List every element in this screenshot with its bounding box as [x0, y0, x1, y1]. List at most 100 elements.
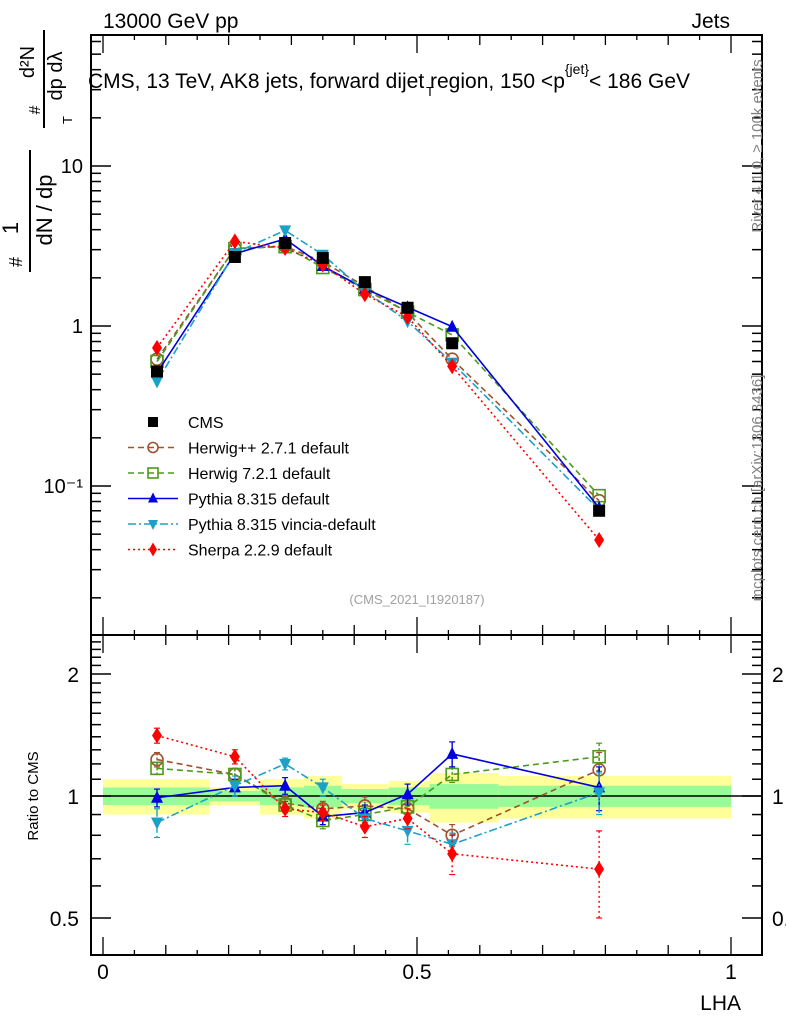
ratio-point — [402, 810, 413, 827]
ylabel-denominator-2: dp dλ — [45, 52, 67, 101]
data-point — [446, 337, 459, 350]
ratio-series — [150, 727, 606, 919]
title-subscript: T — [426, 84, 434, 99]
ratio-y-tick-label-right: 2 — [772, 664, 784, 687]
legend-marker — [148, 520, 158, 530]
legend-item: Pythia 8.315 vincia-default — [128, 517, 376, 534]
ylabel-numerator: 1 — [0, 222, 23, 234]
series-line — [156, 229, 600, 511]
ratio-y-tick-label: 0.5 — [50, 908, 79, 931]
ratio-series-line — [156, 763, 600, 846]
ratio-point — [280, 800, 291, 817]
data-point — [316, 252, 329, 265]
data-point — [401, 301, 414, 314]
legend-item: Herwig++ 2.7.1 default — [128, 441, 350, 458]
ratio-series-line — [156, 758, 600, 837]
ratio-point — [359, 818, 370, 835]
ratio-point — [279, 778, 292, 791]
ratio-series-sherpa-2-2-9-default — [152, 727, 605, 919]
mcplots-label: mcplots.cern.ch [arXiv:1306.3436] — [749, 375, 766, 602]
ratio-point — [151, 790, 164, 803]
x-axis-label: LHA — [700, 992, 741, 1015]
header-left: 13000 GeV pp — [103, 10, 238, 33]
legend-item: Sherpa 2.2.9 default — [128, 542, 333, 560]
title-part: < 186 GeV — [589, 70, 690, 93]
legend-marker — [147, 467, 159, 479]
legend-item: CMS — [148, 415, 224, 432]
ratio-point — [401, 787, 414, 800]
ratio-data-bands — [91, 772, 762, 823]
ratio-point — [150, 761, 164, 776]
ratio-point — [228, 780, 241, 793]
ratio-y-tick-label: 1 — [67, 786, 79, 809]
axis-frames — [90, 34, 763, 956]
ratio-point — [446, 746, 459, 759]
header-right: Jets — [691, 10, 730, 33]
main-y-tick-label: 1 — [72, 316, 83, 338]
main-y-axis-label: 1 dN / dp#d²N dp dλ#T — [0, 30, 75, 272]
ratio-point — [401, 825, 414, 838]
main-y-tick-label: 10⁻¹ — [44, 476, 84, 498]
ratio-y-tick-label-right: 1 — [772, 786, 784, 809]
ratio-point — [445, 767, 459, 782]
ratio-y-axis-label: Ratio to CMS — [25, 751, 42, 840]
series-line — [156, 238, 600, 509]
legend-marker — [147, 441, 159, 454]
data-point — [151, 365, 164, 378]
ratio-point — [151, 817, 164, 830]
ratio-point — [592, 749, 606, 764]
legend-marker — [149, 542, 157, 557]
ratio-point — [279, 758, 292, 771]
data-point — [229, 233, 240, 250]
ratio-frame — [90, 634, 763, 956]
x-tick-label: 0 — [97, 961, 109, 984]
ratio-point — [317, 804, 328, 821]
ratio-y-tick-label-right: 0.5 — [772, 908, 786, 931]
data-point — [279, 225, 292, 238]
ratio-point — [593, 787, 606, 800]
data-point — [152, 339, 163, 356]
legend-item: Herwig 7.2.1 default — [128, 466, 331, 483]
data-point — [593, 504, 606, 517]
chart-title: CMS, 13 TeV, AK8 jets, forward dijet reg… — [88, 61, 690, 93]
main-series — [150, 225, 606, 548]
ylabel-subscript: T — [60, 116, 75, 124]
data-point — [151, 376, 164, 389]
legend-marker — [148, 417, 158, 427]
series-line — [156, 240, 600, 541]
ylabel-numerator-2: d²N — [17, 46, 39, 78]
ratio-y-tick-label: 2 — [67, 664, 79, 687]
legend-label: Pythia 8.315 default — [188, 492, 330, 509]
x-tick-label: 0.5 — [402, 961, 431, 984]
ratio-point — [152, 727, 163, 744]
legend-marker — [148, 492, 158, 503]
ratio-series-line — [156, 753, 600, 818]
ratio-point — [150, 752, 164, 767]
series-cms — [151, 237, 606, 517]
legend-label: Herwig++ 2.7.1 default — [188, 441, 350, 458]
data-point — [447, 358, 458, 375]
axis-ticks: 10 1 10⁻¹ 2 2 1 1 0.5 0.5 0 0.5 1 — [44, 35, 786, 984]
data-point — [279, 237, 292, 250]
legend-item: Pythia 8.315 default — [128, 492, 330, 509]
data-point — [594, 531, 605, 548]
ylabel-hash: # — [6, 257, 26, 267]
data-point — [359, 286, 370, 303]
data-point — [446, 319, 459, 332]
ratio-point — [229, 748, 240, 765]
legend-label: CMS — [188, 415, 224, 432]
data-point — [358, 276, 371, 289]
ylabel-denominator: dN / dp — [32, 175, 57, 246]
main-y-tick-label: 10 — [61, 156, 83, 178]
series-line — [156, 245, 600, 497]
legend-label: Sherpa 2.2.9 default — [188, 543, 333, 560]
ratio-point — [447, 845, 458, 862]
legend-label: Herwig 7.2.1 default — [188, 466, 331, 483]
legend: CMS Herwig++ 2.7.1 default Herwig 7.2.1 de… — [128, 415, 376, 560]
data-point — [228, 250, 241, 263]
chart-title-text: CMS, 13 TeV, AK8 jets, forward dijet reg… — [88, 61, 690, 93]
ratio-point — [316, 782, 329, 795]
title-superscript: {jet} — [565, 61, 589, 77]
legend-label: Pythia 8.315 vincia-default — [188, 517, 376, 534]
